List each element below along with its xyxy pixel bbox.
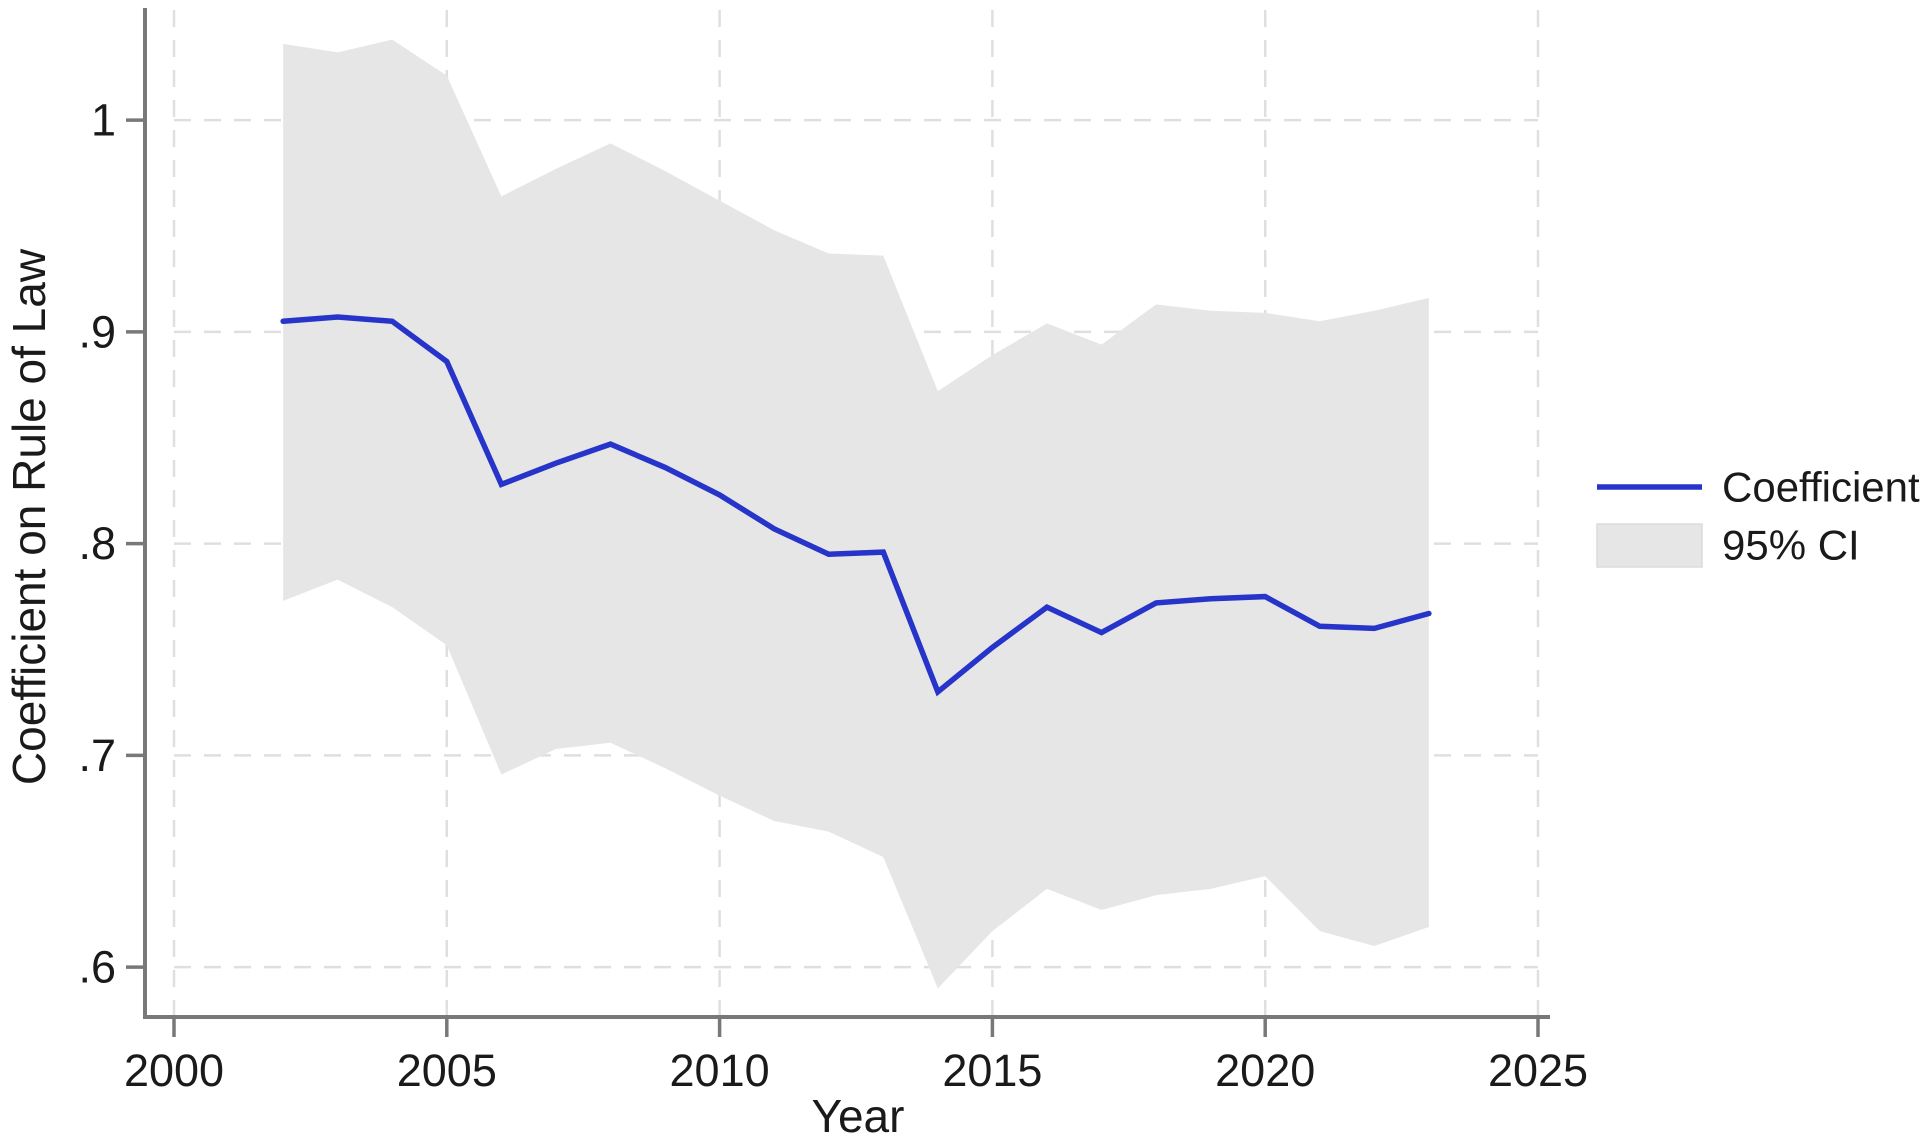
axes-group bbox=[126, 8, 1550, 1037]
y-axis-title: Coefficient on Rule of Law bbox=[3, 248, 55, 785]
legend-label-ci: 95% CI bbox=[1722, 522, 1860, 569]
legend-label-coefficient: Coefficient bbox=[1722, 464, 1920, 511]
coefficient-line bbox=[280, 314, 1432, 697]
ci-band-group bbox=[283, 39, 1429, 989]
x-tick-label: 2015 bbox=[942, 1045, 1042, 1096]
x-axis-title: Year bbox=[812, 1090, 905, 1142]
y-tick-label: .7 bbox=[78, 730, 116, 781]
y-tick-label: 1 bbox=[91, 95, 116, 146]
legend: Coefficient 95% CI bbox=[1596, 464, 1920, 569]
ci-band bbox=[283, 39, 1429, 989]
series-group bbox=[280, 314, 1432, 697]
x-tick-label: 2000 bbox=[124, 1045, 224, 1096]
tick-labels: 1 .9 .8 .7 .6 2000 2005 2010 2015 2020 2025 bbox=[78, 95, 1588, 1096]
y-tick-label: .8 bbox=[78, 518, 116, 569]
x-tick-label: 2010 bbox=[670, 1045, 770, 1096]
x-tick-label: 2005 bbox=[397, 1045, 497, 1096]
y-tick-label: .6 bbox=[78, 942, 116, 993]
legend-band-swatch bbox=[1596, 523, 1703, 568]
y-tick-label: .9 bbox=[78, 306, 116, 357]
x-tick-label: 2020 bbox=[1215, 1045, 1315, 1096]
x-tick-label: 2025 bbox=[1488, 1045, 1588, 1096]
